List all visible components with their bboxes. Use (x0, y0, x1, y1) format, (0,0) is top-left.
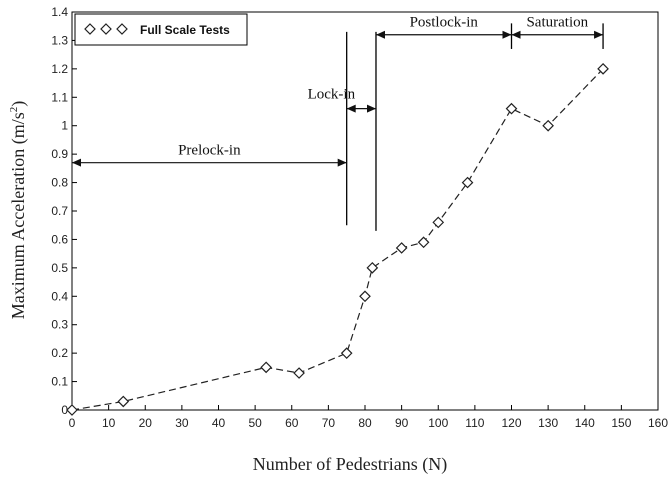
y-axis-title-tail: ) (8, 101, 29, 107)
x-tick-label: 0 (69, 416, 76, 430)
y-tick-label: 0.8 (51, 176, 68, 190)
y-tick-label: 1.4 (51, 5, 68, 19)
data-point (432, 216, 445, 229)
x-tick-label: 30 (175, 416, 189, 430)
phase-arrowhead-right (366, 104, 376, 113)
series-layer (66, 63, 609, 416)
y-tick-label: 0.4 (51, 289, 68, 303)
plot-frame (71, 11, 659, 411)
x-tick-label: 100 (428, 416, 448, 430)
y-tick-label: 0.9 (51, 147, 68, 161)
phase-arrowhead-left (375, 30, 385, 39)
y-tick-label: 1.3 (51, 33, 68, 47)
data-point (293, 367, 305, 379)
x-tick-label: 50 (248, 416, 262, 430)
legend-marker (84, 23, 96, 35)
data-point (260, 361, 272, 374)
y-axis-title-main: Maximum Acceleration (m/s (8, 112, 29, 319)
data-point (359, 290, 371, 303)
y-tick-label: 1 (61, 119, 68, 133)
data-point (505, 102, 518, 115)
x-axis-title: Number of Pedestrians (N) (253, 454, 447, 475)
legend-marker (100, 23, 112, 35)
x-tick-label: 150 (611, 416, 631, 430)
series-line (71, 68, 604, 411)
x-tick-label: 110 (465, 416, 484, 430)
plot-border (71, 11, 659, 411)
x-axis-ticks: 0 10 20 30 40 50 60 70 80 90 100 110 120 130 140 150 160 (69, 405, 668, 430)
data-point (597, 63, 609, 75)
y-tick-label: 1.1 (51, 90, 68, 104)
x-tick-label: 160 (648, 416, 668, 430)
data-point (340, 347, 353, 359)
data-point (395, 242, 408, 254)
y-tick-label: 0.1 (51, 375, 68, 389)
data-point (366, 262, 379, 274)
y-tick-label: 0.3 (51, 318, 68, 332)
data-point (542, 119, 554, 132)
y-tick-label: 0.7 (51, 204, 68, 218)
phase-label: Postlock-in (410, 15, 479, 31)
x-tick-label: 70 (322, 416, 336, 430)
x-tick-label: 120 (501, 416, 521, 430)
phase-arrowhead-left (346, 104, 356, 113)
y-tick-label: 0.2 (51, 346, 68, 360)
x-tick-label: 10 (102, 416, 116, 430)
x-tick-label: 40 (212, 416, 226, 430)
legend-markers (84, 23, 128, 35)
data-point (461, 176, 474, 189)
x-tick-label: 140 (575, 416, 595, 430)
y-axis-title: Maximum Acceleration (m/s2) (8, 101, 29, 319)
y-tick-label: 1.2 (51, 62, 68, 76)
y-axis-ticks: 0 0.1 0.2 0.3 0.4 0.5 0.6 0.7 0.8 0.9 1 1.1 1.2 1.3 1.… (51, 5, 77, 417)
x-tick-label: 60 (285, 416, 299, 430)
x-tick-label: 20 (139, 416, 153, 430)
phase-label: Prelock-in (178, 143, 241, 159)
legend: Full Scale Tests (74, 13, 248, 46)
data-point (66, 404, 78, 416)
phase-arrowhead-left (511, 30, 521, 39)
x-tick-label: 130 (538, 416, 558, 430)
data-point (417, 236, 430, 249)
phase-annotations: Prelock-in Lock-in Postlock-in Saturation (72, 15, 604, 231)
phase-label: Saturation (526, 15, 588, 31)
phase-label: Lock-in (308, 87, 356, 103)
y-tick-label: 0.6 (51, 232, 68, 246)
x-tick-label: 80 (358, 416, 372, 430)
phase-arrowhead-right (502, 30, 512, 39)
legend-marker (116, 23, 128, 35)
phase-arrowhead-left (72, 158, 81, 167)
legend-label: Full Scale Tests (140, 23, 230, 37)
y-tick-label: 0.5 (51, 261, 68, 275)
phase-arrowhead-right (337, 158, 347, 167)
phase-arrowhead-right (594, 30, 604, 39)
y-axis-title-sup: 2 (8, 107, 20, 113)
y-tick-label: 0 (61, 403, 68, 417)
x-tick-label: 90 (395, 416, 409, 430)
data-point (117, 395, 130, 408)
